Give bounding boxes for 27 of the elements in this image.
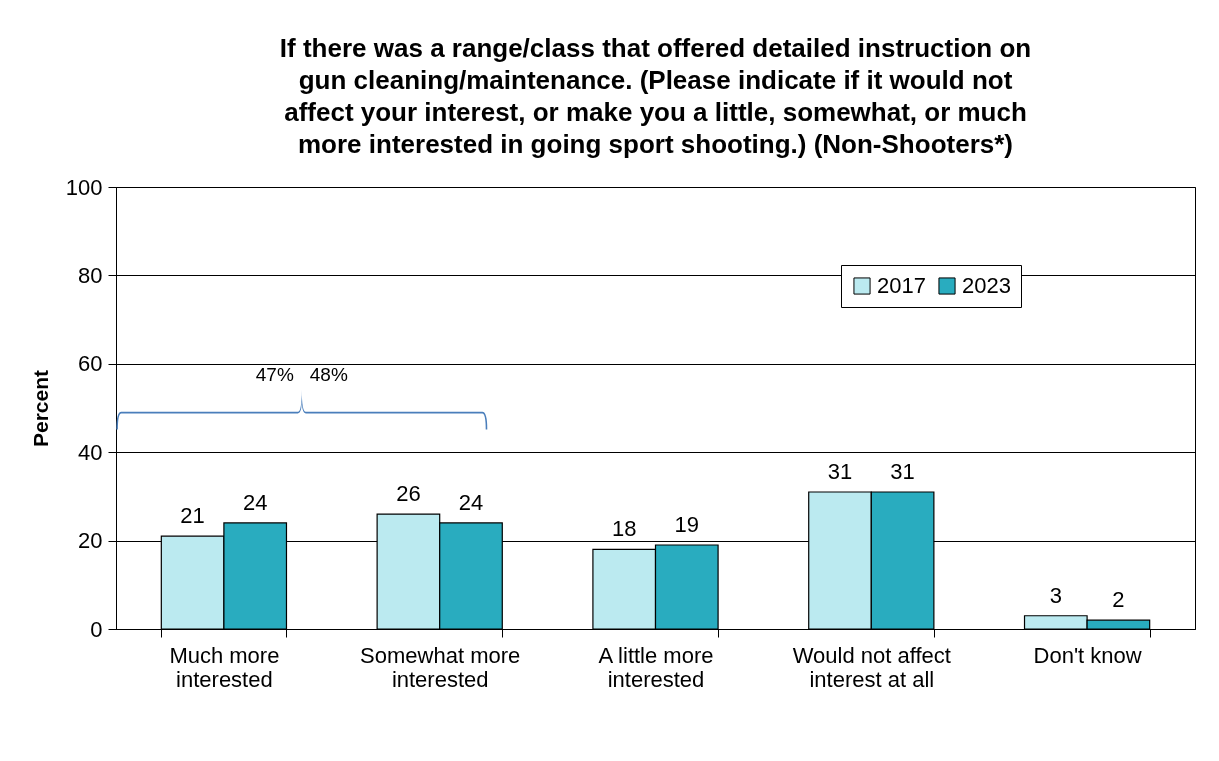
data-label: 3 bbox=[1049, 582, 1062, 608]
y-tick-label: 100 bbox=[65, 174, 103, 200]
data-label: 26 bbox=[396, 481, 421, 507]
data-label: 24 bbox=[458, 489, 484, 515]
data-label: 31 bbox=[890, 458, 915, 484]
x-tick-label: Would not affect interest at all bbox=[792, 642, 951, 692]
annotation: 48% bbox=[309, 363, 348, 385]
legend-label: 2017 bbox=[877, 273, 926, 298]
x-tick-label: Don't know bbox=[1033, 642, 1142, 668]
x-tick-label: A little more interested bbox=[598, 642, 714, 692]
data-label: 31 bbox=[827, 458, 853, 484]
data-label: 18 bbox=[611, 516, 637, 542]
x-tick-label: Much more interested bbox=[169, 642, 280, 692]
y-tick-label: 80 bbox=[78, 262, 103, 288]
data-label: 2 bbox=[1112, 587, 1125, 613]
data-label: 21 bbox=[180, 503, 205, 529]
x-tick-label: Somewhat more interested bbox=[360, 642, 521, 692]
annotation: 47% bbox=[255, 363, 294, 385]
data-label: 24 bbox=[242, 489, 268, 515]
y-tick-label: 40 bbox=[78, 439, 103, 465]
y-tick-label: 20 bbox=[78, 528, 103, 554]
y-tick-label: 60 bbox=[78, 351, 103, 377]
y-tick-label: 0 bbox=[90, 616, 103, 642]
chart-title: If there was a range/class that offered detailed instruction on gun cleaning/maintenance. (Please indicate if it would not affect your interest, or make you a little, somewhat, or much more interested in going sport shooting.) (Non-Shooters*) bbox=[279, 33, 1032, 159]
y-axis-title: Percent bbox=[28, 369, 52, 448]
data-label: 19 bbox=[674, 512, 700, 538]
legend-label: 2023 bbox=[962, 273, 1011, 298]
